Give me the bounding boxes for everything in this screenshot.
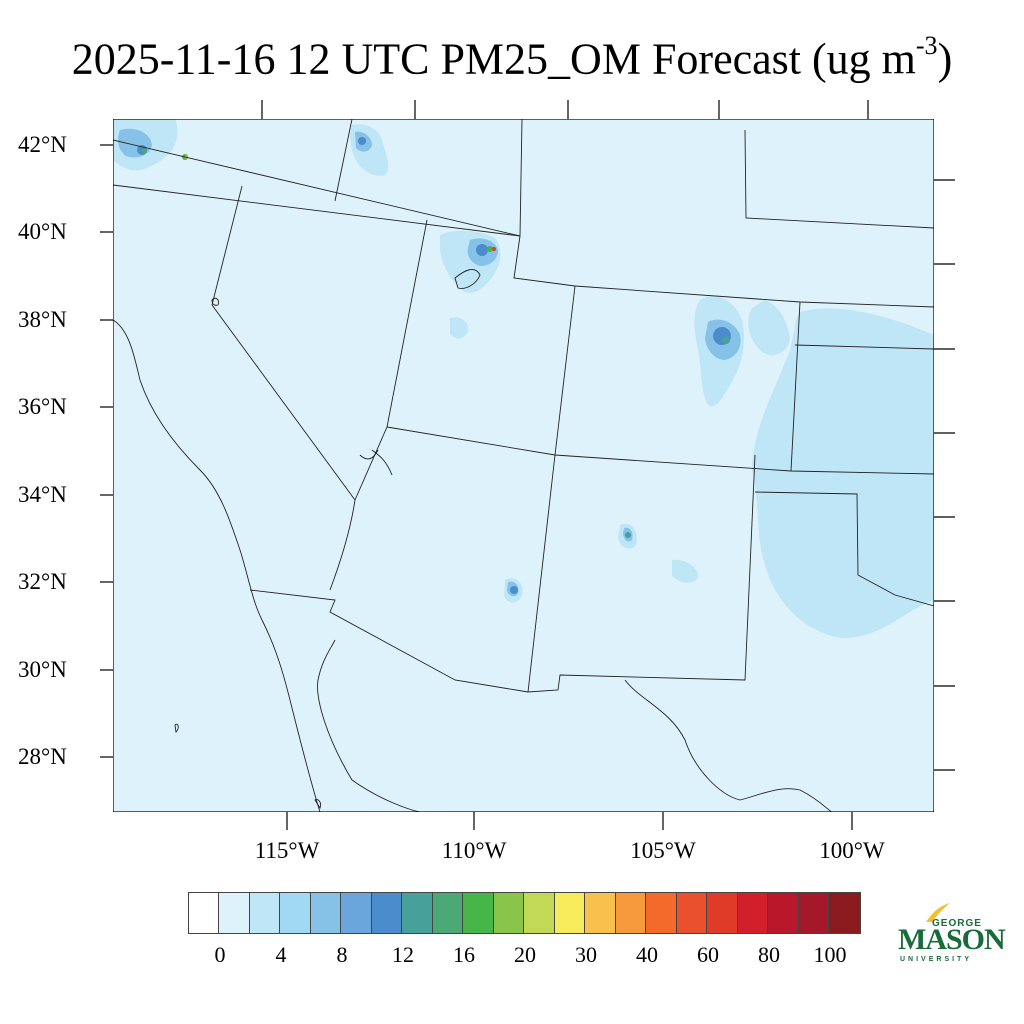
colorbar-swatch [615, 893, 646, 933]
colorbar-swatch [646, 893, 677, 933]
colorbar-swatch [798, 893, 829, 933]
colorbar-label-20: 20 [514, 942, 536, 967]
colorbar-swatch [737, 893, 768, 933]
colorbar [188, 892, 861, 934]
colorbar-swatch [524, 893, 555, 933]
colorbar-swatch [676, 893, 707, 933]
colorbar-swatch [829, 893, 860, 933]
axis-ticks [100, 100, 955, 830]
colorbar-label-100: 100 [813, 942, 847, 967]
colorbar-label-16: 16 [453, 942, 475, 967]
colorbar-swatch [371, 893, 402, 933]
lat-label-40: 40°N [18, 219, 67, 244]
title-superscript: -3 [915, 31, 938, 60]
logo-university-text: UNIVERSITY [900, 956, 973, 963]
colorbar-label-4: 4 [275, 942, 287, 967]
colorbar-swatch [280, 893, 311, 933]
colorbar-label-80: 80 [758, 942, 780, 967]
colorbar-swatch [402, 893, 433, 933]
boundary-lines [113, 119, 934, 812]
colorbar-swatch [219, 893, 250, 933]
lat-label-38: 38°N [18, 307, 67, 332]
lat-label-30: 30°N [18, 657, 67, 682]
colorbar-swatch [310, 893, 341, 933]
colorbar-swatch [249, 893, 280, 933]
logo-george-text: GEORGE [932, 918, 982, 929]
colorbar-swatch [341, 893, 372, 933]
lon-label-110: 110°W [441, 838, 507, 863]
lat-label-36: 36°N [18, 394, 67, 419]
gmu-logo: GEORGE MASON UNIVERSITY [898, 900, 1006, 970]
colorbar-label-40: 40 [636, 942, 658, 967]
chart-title: 2025-11-16 12 UTC PM25_OM Forecast (ug m… [0, 22, 1024, 88]
colorbar-label-60: 60 [697, 942, 719, 967]
colorbar-label-8: 8 [336, 942, 348, 967]
colorbar-swatch [768, 893, 799, 933]
lon-label-100: 100°W [819, 838, 885, 863]
colorbar-swatch [585, 893, 616, 933]
lon-label-115: 115°W [254, 838, 320, 863]
lat-label-42: 42°N [18, 132, 67, 157]
colorbar-label-30: 30 [575, 942, 597, 967]
gmu-logo-swoosh-icon [926, 903, 950, 922]
lon-label-105: 105°W [630, 838, 696, 863]
colorbar-swatch [189, 893, 219, 933]
colorbar-swatch [432, 893, 463, 933]
colorbar-swatch [707, 893, 738, 933]
colorbar-swatch [493, 893, 524, 933]
pm25-dark-regions [137, 137, 731, 594]
colorbar-swatch [463, 893, 494, 933]
colorbar-label-0: 0 [214, 942, 226, 967]
logo-mason-text: MASON [898, 923, 1006, 956]
lat-label-34: 34°N [18, 482, 67, 507]
colorbar-label-12: 12 [392, 942, 414, 967]
colorbar-swatch [554, 893, 585, 933]
title-text: 2025-11-16 12 UTC PM25_OM Forecast (ug m [71, 34, 916, 84]
lat-label-28: 28°N [18, 744, 67, 769]
lat-label-32: 32°N [18, 569, 67, 594]
title-close: ) [937, 34, 953, 84]
